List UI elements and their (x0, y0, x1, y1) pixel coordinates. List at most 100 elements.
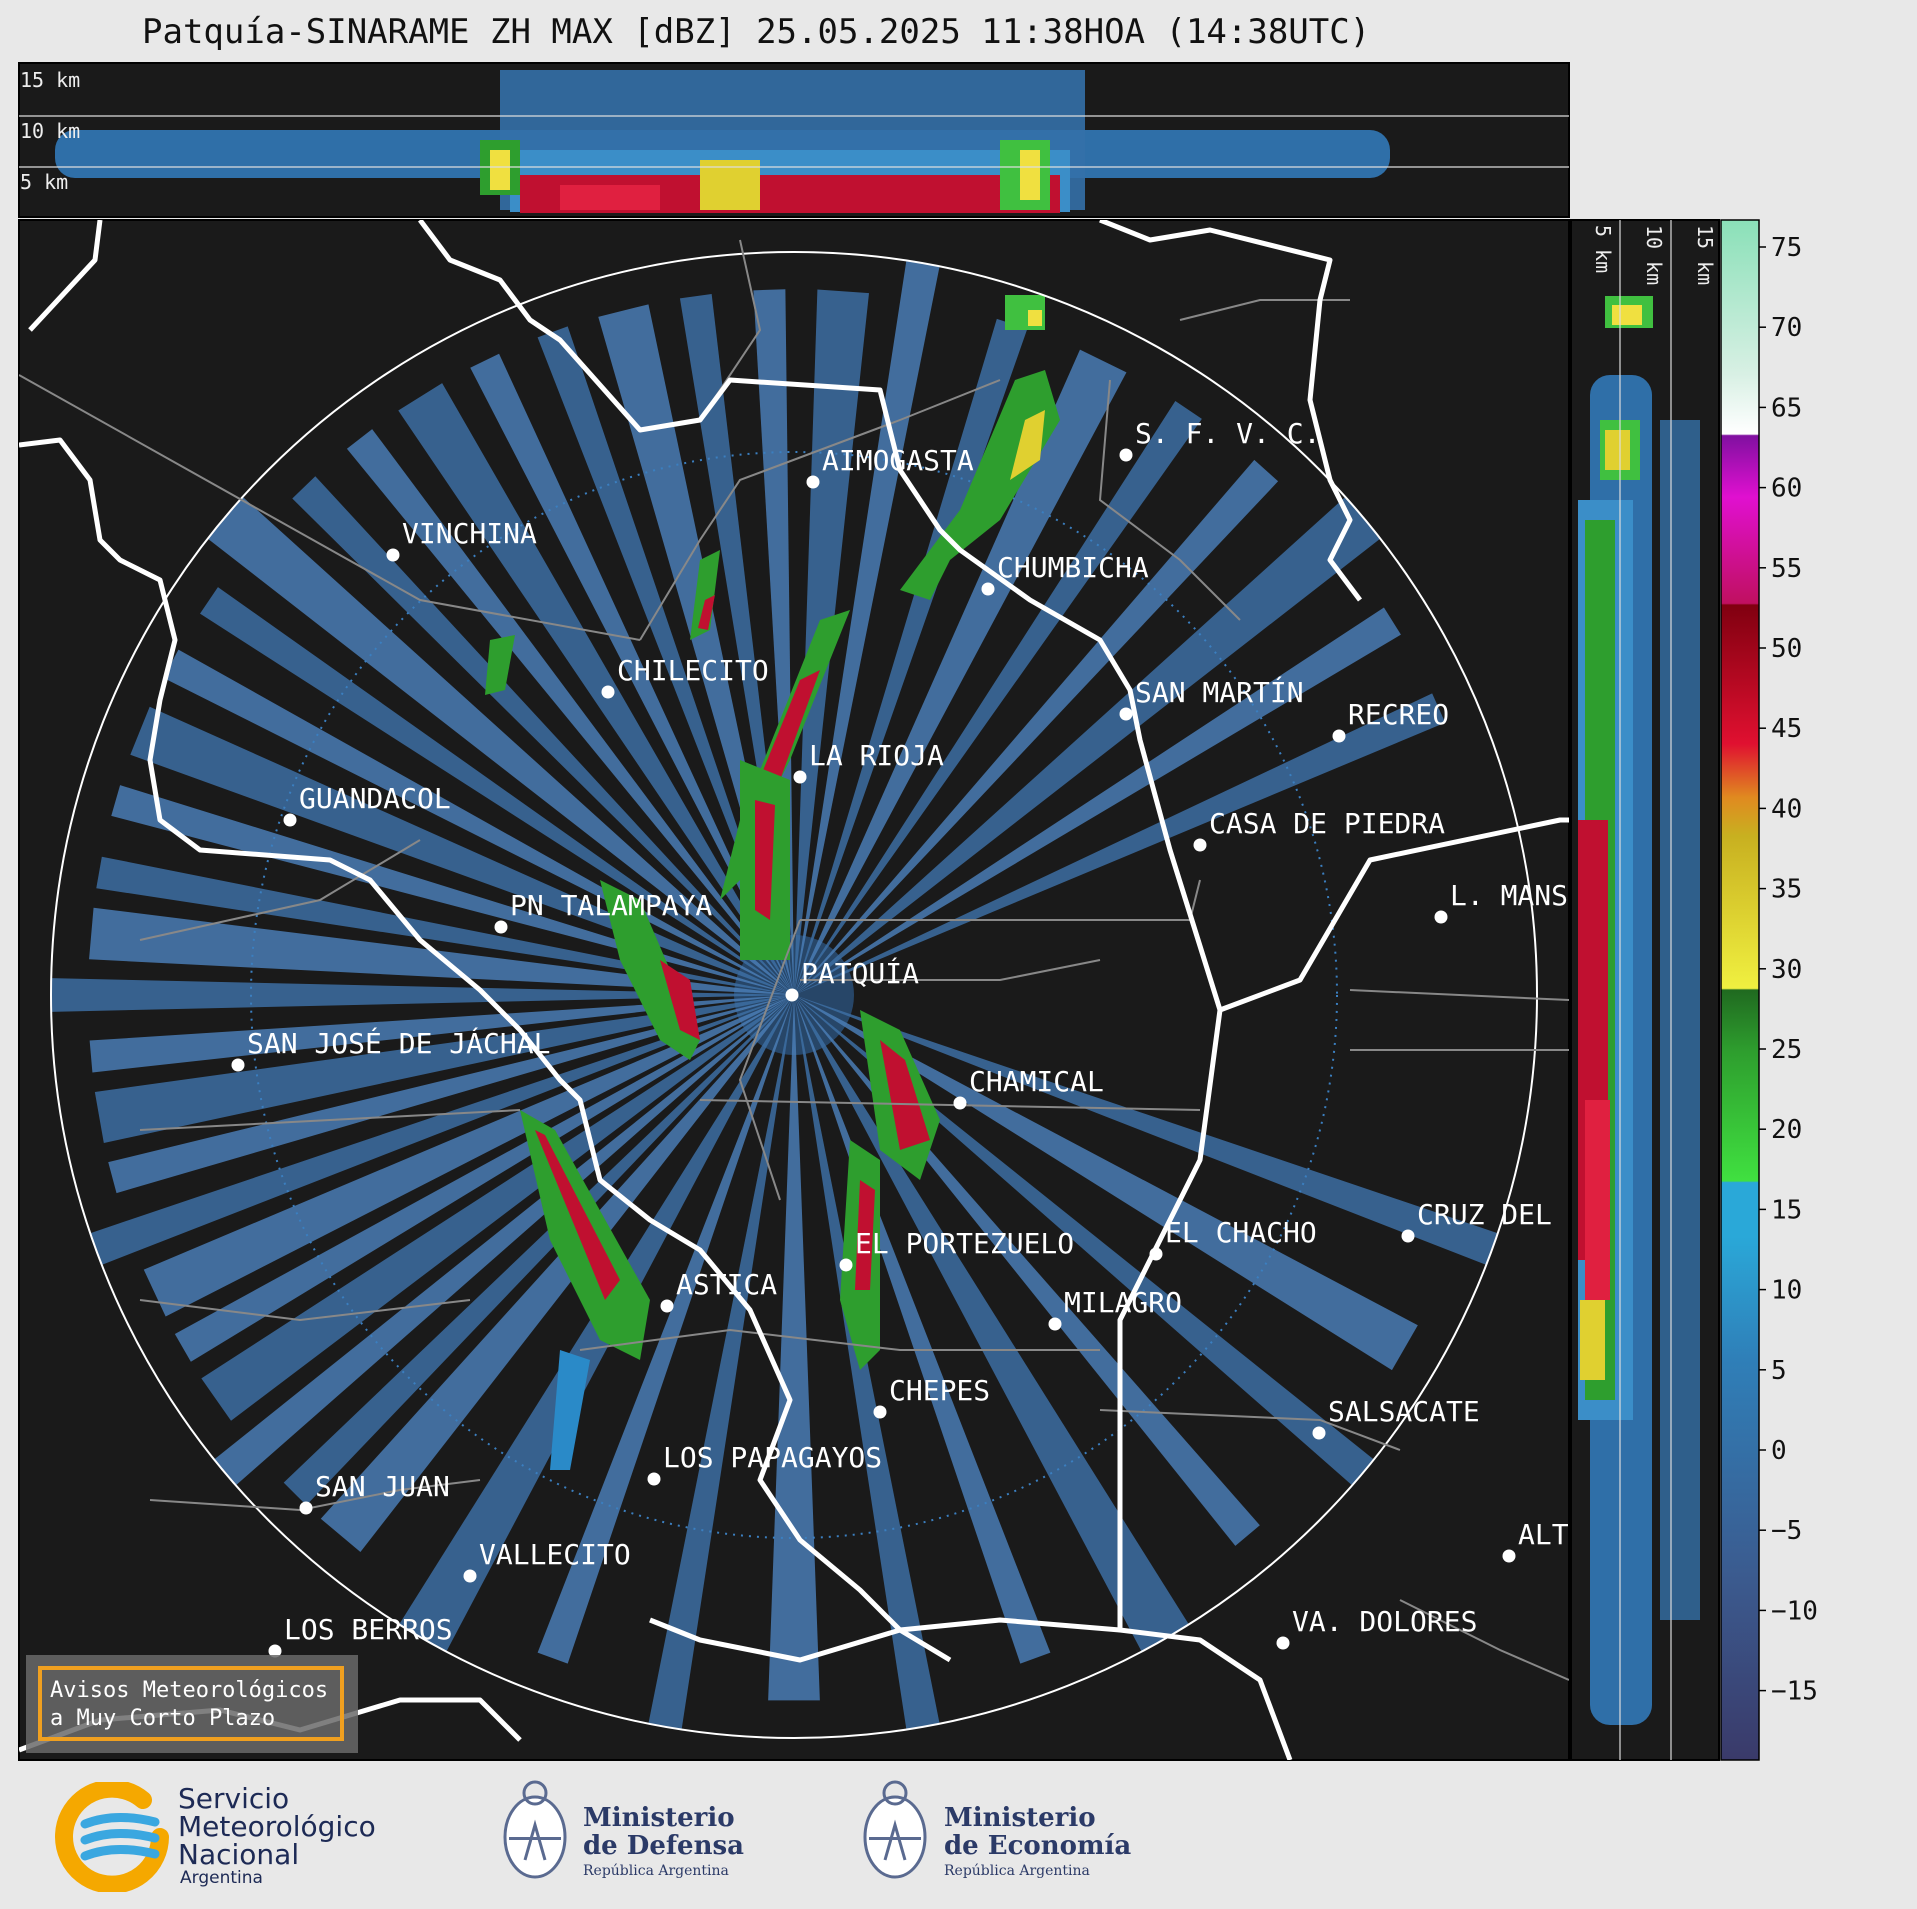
coverage-beam (94, 995, 795, 1143)
coverage-beam (537, 326, 794, 995)
city-label: RECREO (1348, 698, 1449, 731)
city-marker (785, 988, 799, 1002)
city-label: EL CHACHO (1165, 1216, 1317, 1249)
economia-shield-icon (863, 1780, 927, 1879)
city-marker (299, 1501, 313, 1515)
city-marker (1434, 910, 1448, 924)
city-markers: AIMOGASTA S. F. V. C. VINCHINA CHUMBICHA CHI… (231, 417, 1569, 1658)
side-height-10: 10 km (1642, 225, 1666, 285)
smn-line-2: Meteorológico (178, 1810, 376, 1843)
city-marker (873, 1405, 887, 1419)
defensa-line-3: República Argentina (583, 1863, 729, 1879)
city-marker (981, 582, 995, 596)
colorbar-tick-label: 65 (1771, 393, 1802, 423)
alert-box: Avisos Meteorológicos a Muy Corto Plazo (26, 1655, 358, 1753)
city-marker (231, 1058, 245, 1072)
chart-title: Patquía-SINARAME ZH MAX [dBZ] 25.05.2025… (142, 12, 1371, 52)
economia-line-2: de Economía (944, 1831, 1132, 1861)
city-marker (1502, 1549, 1516, 1563)
city-label: PATQUÍA (801, 956, 919, 990)
coverage-beam (346, 429, 794, 995)
city-label: VA. DOLORES (1292, 1605, 1477, 1638)
coverage-beam (794, 607, 1401, 995)
city-label: PN TALAMPAYA (510, 889, 712, 922)
coverage-beam (794, 995, 1498, 1265)
city-label: CRUZ DEL (1417, 1198, 1552, 1231)
city-marker (1048, 1317, 1062, 1331)
colorbar-tick-label: −5 (1771, 1516, 1802, 1546)
city-marker (268, 1644, 282, 1658)
side-height-5: 5 km (1591, 225, 1615, 273)
city-marker (660, 1299, 674, 1313)
coverage-beam (283, 995, 794, 1506)
smn-line-1: Servicio (178, 1782, 290, 1815)
colorbar-tick-label: −15 (1771, 1677, 1818, 1707)
city-marker (953, 1096, 967, 1110)
colorbar-tick-label: 60 (1771, 474, 1802, 504)
coverage-beam (794, 318, 1028, 995)
city-label: SAN MARTÍN (1135, 675, 1304, 709)
colorbar-tick-label: 75 (1771, 233, 1802, 263)
smn-logo-icon (55, 1782, 169, 1892)
alert-box-line-2: a Muy Corto Plazo (50, 1706, 275, 1731)
colorbar-tick-label: 20 (1771, 1115, 1802, 1145)
city-label: GUANDACOL (299, 782, 451, 815)
top-height-10: 10 km (20, 119, 80, 143)
defensa-shield-icon (503, 1780, 567, 1879)
footer-logos: Servicio Meteorológico Nacional Argentin… (0, 1765, 1917, 1909)
economia-line-1: Ministerio (944, 1803, 1096, 1833)
city-marker (1193, 838, 1207, 852)
city-label: VALLECITO (479, 1538, 631, 1571)
city-label: MILAGRO (1064, 1286, 1182, 1319)
coverage-beam (143, 995, 795, 1317)
city-marker (601, 685, 615, 699)
city-label: CHUMBICHA (997, 551, 1149, 584)
city-marker (463, 1569, 477, 1583)
coverage-beam (470, 353, 794, 995)
coverage-beam (794, 401, 1202, 995)
coverage-beam (292, 476, 794, 996)
radar-figure: 15 km 10 km 5 km (18, 62, 1818, 1761)
coverage-beam (320, 995, 794, 1552)
precipitation-echoes (485, 295, 1060, 1470)
city-label: EL PORTEZUELO (855, 1227, 1074, 1260)
city-marker (283, 813, 297, 827)
city-label: CASA DE PIEDRA (1209, 807, 1445, 840)
coverage-beam (96, 856, 794, 995)
top-profile-panel: 15 km 10 km 5 km (18, 62, 1570, 218)
city-label: VINCHINA (402, 517, 537, 550)
city-label: CHILECITO (617, 654, 769, 687)
coverage-beam (90, 995, 794, 1265)
city-marker (494, 920, 508, 934)
colorbar-tick-label: 35 (1771, 875, 1802, 905)
city-marker (806, 475, 820, 489)
coverage-beam (794, 260, 940, 995)
coverage-beam (89, 995, 794, 1073)
city-label: ASTICA (676, 1268, 777, 1301)
city-marker (1332, 729, 1346, 743)
city-label: ALT (1518, 1518, 1569, 1551)
city-marker (386, 548, 400, 562)
coverage-beam (89, 907, 794, 995)
top-profile-echoes (55, 70, 1390, 213)
city-marker (1401, 1229, 1415, 1243)
colorbar-tick-label: 15 (1771, 1195, 1802, 1225)
colorbar-tick-label: 55 (1771, 554, 1802, 584)
radar-map-panel: AIMOGASTA S. F. V. C. VINCHINA CHUMBICHA CHI… (18, 219, 1570, 1761)
top-height-15: 15 km (20, 68, 80, 92)
coverage-beam (794, 349, 1127, 996)
coverage-beam (794, 995, 1374, 1486)
city-label: CHEPES (889, 1374, 990, 1407)
colorbar-tick-label: −10 (1771, 1596, 1818, 1626)
coverage-beam (200, 587, 795, 995)
coverage-beam (108, 995, 794, 1194)
city-marker (839, 1258, 853, 1272)
city-label: L. MANS (1450, 879, 1568, 912)
coverage-beam (794, 459, 1279, 996)
side-height-15: 15 km (1693, 225, 1717, 285)
city-label: SALSACATE (1328, 1395, 1480, 1428)
colorbar-gradient (1720, 219, 1760, 1761)
coverage-beam (537, 995, 794, 1664)
